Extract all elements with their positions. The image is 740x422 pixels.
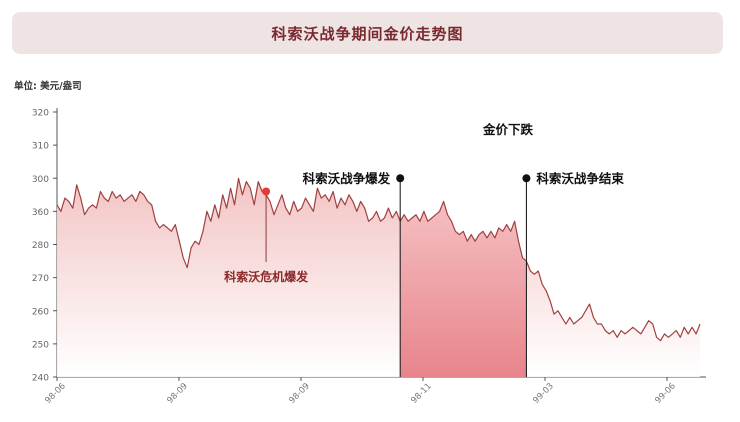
y-tick-label: 260	[32, 307, 49, 317]
x-tick-label: 99-06	[653, 381, 678, 406]
price-drop-label: 金价下跌	[482, 122, 534, 137]
y-tick-label: 250	[32, 340, 49, 350]
y-tick-label: 240	[32, 374, 49, 384]
war-annotation-label: 科索沃战争爆发	[303, 171, 391, 186]
crisis-marker-dot	[262, 187, 271, 196]
price-line	[56, 177, 701, 342]
x-tick-label: 99-03	[531, 381, 556, 406]
war-annotation-label: 科索沃战争结束	[536, 171, 624, 186]
y-tick-label: 310	[32, 142, 49, 152]
war-marker-dot	[396, 174, 405, 183]
war-marker-dot	[522, 174, 531, 183]
war-period-highlight	[400, 201, 527, 377]
y-axis-unit-label: 单位: 美元/盎司	[14, 81, 82, 92]
y-tick-label: 280	[32, 241, 49, 251]
crisis-annotation-label: 科索沃危机爆发	[224, 269, 309, 284]
x-tick-label: 98-11	[409, 381, 434, 406]
x-tick-label: 98-09	[165, 381, 190, 406]
y-tick-label: 320	[32, 109, 49, 119]
price-area-fill	[57, 178, 700, 377]
x-tick-label: 98-06	[43, 381, 68, 406]
x-tick-label: 98-09	[287, 381, 312, 406]
y-tick-label: 360	[32, 208, 49, 218]
y-tick-label: 300	[32, 175, 49, 185]
chart-title-bar: 科索沃战争期间金价走势图	[12, 12, 723, 54]
chart-title: 科索沃战争期间金价走势图	[271, 24, 464, 43]
y-tick-label: 270	[32, 274, 49, 284]
